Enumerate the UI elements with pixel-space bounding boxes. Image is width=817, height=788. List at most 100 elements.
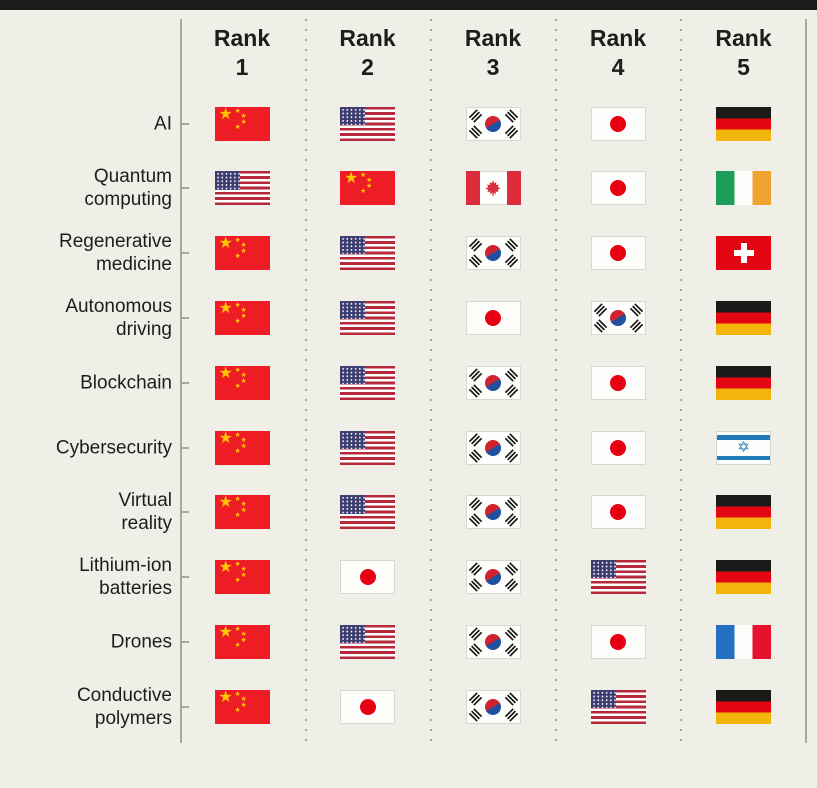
flag-south-korea-icon <box>465 365 521 400</box>
flag-china-icon: ★ ★ ★ ★ ★ <box>214 430 270 465</box>
row-label: Virtual reality <box>118 490 172 535</box>
row-label: Lithium-ion batteries <box>79 554 172 600</box>
row-tick <box>181 316 189 319</box>
row-tick <box>181 252 189 255</box>
table-row: Quantum computing ★ ★ ★ ★ ★ <box>0 156 817 221</box>
flag-china-icon: ★ ★ ★ ★ ★ <box>214 560 270 595</box>
rank-header-3: Rank 3 <box>438 24 548 83</box>
row-cells: ★ ★ ★ ★ ★ ✡ <box>0 415 817 480</box>
flag-china-icon: ★ ★ ★ ★ ★ <box>214 300 270 335</box>
flag-germany-icon <box>716 365 771 400</box>
flag-china-icon: ★ ★ ★ ★ ★ <box>214 689 270 724</box>
flag-canada-icon <box>465 171 521 206</box>
row-tick <box>181 705 189 708</box>
rank-header-word: Rank <box>339 25 396 51</box>
rank-header-word: Rank <box>589 25 647 51</box>
row-cells: ★ ★ ★ ★ ★ <box>0 91 817 156</box>
row-label: Drones <box>110 631 172 653</box>
row-label: Quantum computing <box>84 166 172 211</box>
flag-china-icon: ★ ★ ★ ★ ★ <box>214 365 270 400</box>
flag-china-icon: ★ ★ ★ ★ ★ <box>214 624 270 659</box>
flag-south-korea-icon <box>465 236 521 271</box>
flag-china-icon: ★ ★ ★ ★ ★ <box>214 106 270 141</box>
row-cells: ★ ★ ★ ★ ★ <box>0 156 817 221</box>
flag-south-korea-icon <box>465 624 521 659</box>
flag-south-korea-icon <box>590 300 646 335</box>
row-cells: ★ ★ ★ ★ ★ <box>0 674 817 739</box>
row-cells: ★ ★ ★ ★ ★ <box>0 221 817 286</box>
flag-united-states-icon <box>340 106 395 141</box>
row-tick <box>181 187 189 190</box>
top-accent-bar <box>0 0 817 10</box>
flag-china-icon: ★ ★ ★ ★ ★ <box>214 236 270 271</box>
table-row: Regenerative medicine ★ ★ ★ ★ ★ <box>0 221 817 286</box>
flag-south-korea-icon <box>465 106 521 141</box>
rank-header-word: Rank <box>464 25 522 51</box>
axis-line-left <box>180 19 182 743</box>
flag-united-states-icon <box>340 430 395 465</box>
flag-south-korea-icon <box>465 560 521 595</box>
row-label: Regenerative medicine <box>58 230 172 276</box>
flag-japan-icon <box>590 171 646 206</box>
flag-japan-icon <box>590 236 646 271</box>
table-row: Lithium-ion batteries ★ ★ ★ ★ ★ <box>0 545 817 610</box>
table-row: Cybersecurity ★ ★ ★ ★ ★ ✡ <box>0 415 817 480</box>
row-tick <box>181 446 189 449</box>
flag-japan-icon <box>590 495 646 530</box>
table-row: AI ★ ★ ★ ★ ★ <box>0 91 817 156</box>
flag-united-states-icon <box>590 560 646 595</box>
flag-united-states-icon <box>340 495 395 530</box>
flag-united-states-icon <box>214 171 270 206</box>
rank-header-number: 5 <box>737 54 750 81</box>
row-label: Autonomous driving <box>65 295 172 340</box>
rank-header-2: Rank 2 <box>313 24 423 83</box>
column-separator-2 <box>430 19 432 743</box>
flag-japan-icon <box>590 106 646 141</box>
row-cells: ★ ★ ★ ★ ★ <box>0 350 817 415</box>
flag-south-korea-icon <box>465 689 521 724</box>
rank-header-4: Rank 4 <box>563 24 673 83</box>
row-tick <box>181 511 189 514</box>
flag-japan-icon <box>590 365 646 400</box>
rank-header-number: 4 <box>611 54 625 81</box>
flag-france-icon <box>716 624 771 659</box>
flag-china-icon: ★ ★ ★ ★ ★ <box>340 171 395 206</box>
flag-germany-icon <box>716 106 771 141</box>
rank-header-word: Rank <box>715 25 772 51</box>
flag-japan-icon <box>340 560 395 595</box>
row-tick <box>181 576 189 579</box>
flag-south-korea-icon <box>465 495 521 530</box>
rank-header-1: Rank 1 <box>187 24 297 83</box>
flag-germany-icon <box>716 689 771 724</box>
column-separator-1 <box>305 19 307 743</box>
row-label: Blockchain <box>80 372 172 394</box>
rank-header-number: 3 <box>486 54 500 81</box>
flag-united-states-icon <box>340 300 395 335</box>
axis-line-right <box>805 19 807 743</box>
flag-japan-icon <box>590 624 646 659</box>
row-cells: ★ ★ ★ ★ ★ <box>0 285 817 350</box>
row-label: Cybersecurity <box>55 436 172 458</box>
flag-japan-icon <box>590 430 646 465</box>
row-cells: ★ ★ ★ ★ ★ <box>0 545 817 610</box>
flag-united-states-icon <box>340 365 395 400</box>
rank-header-5: Rank 5 <box>689 24 799 83</box>
table-row: Autonomous driving ★ ★ ★ ★ ★ <box>0 285 817 350</box>
table-row: Drones ★ ★ ★ ★ ★ <box>0 609 817 674</box>
flag-japan-icon <box>340 689 395 724</box>
flag-switzerland-icon <box>716 236 771 271</box>
row-label: AI <box>154 112 172 134</box>
row-cells: ★ ★ ★ ★ ★ <box>0 609 817 674</box>
flag-ireland-icon <box>716 171 771 206</box>
flag-japan-icon <box>465 300 521 335</box>
table-row: Virtual reality ★ ★ ★ ★ ★ <box>0 480 817 545</box>
flag-united-states-icon <box>340 624 395 659</box>
flag-germany-icon <box>716 300 771 335</box>
rank-header-number: 2 <box>361 54 374 81</box>
flag-united-states-icon <box>590 689 646 724</box>
rank-header-word: Rank <box>213 25 271 51</box>
column-separator-4 <box>680 19 682 743</box>
flag-china-icon: ★ ★ ★ ★ ★ <box>214 495 270 530</box>
